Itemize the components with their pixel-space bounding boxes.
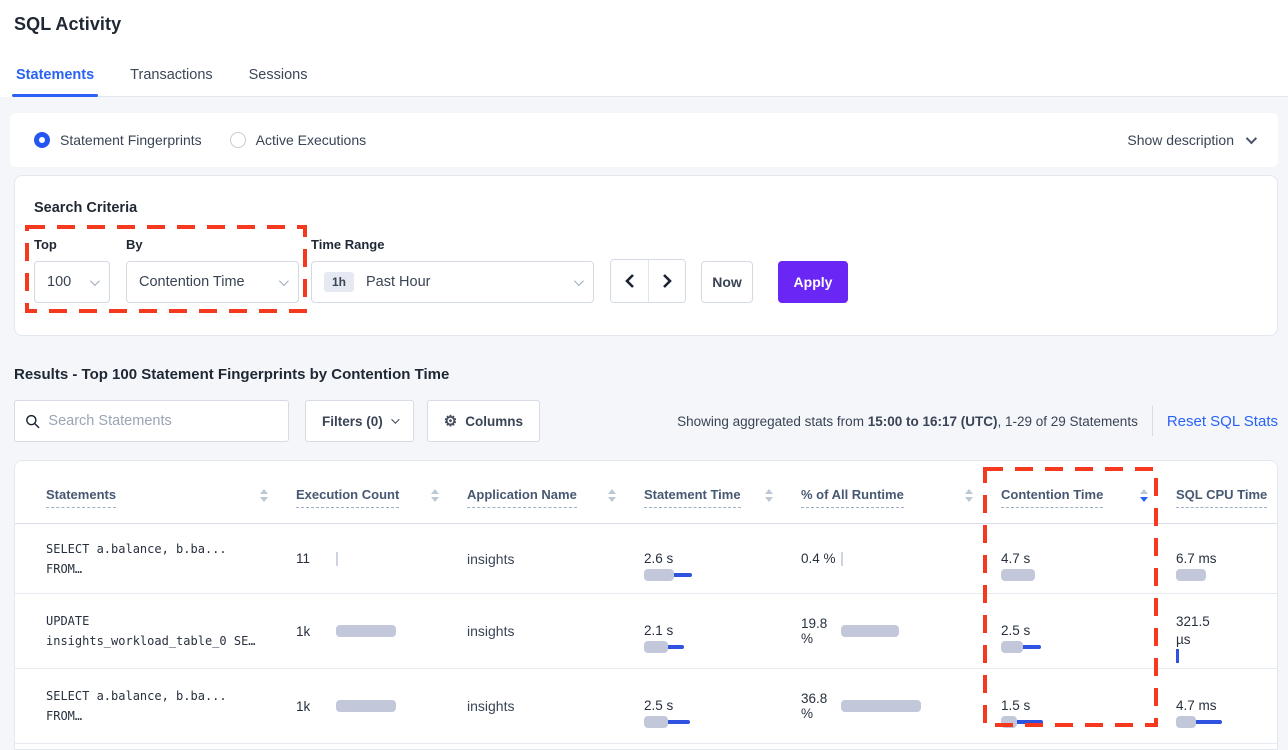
time-range-badge: 1h [324, 272, 355, 292]
by-label: By [126, 237, 143, 252]
statements-table: Statements Execution Count Application N… [14, 460, 1278, 750]
pct-runtime-cell: 19.8 % [801, 616, 1001, 646]
column-header-statements[interactable]: Statements [46, 487, 296, 508]
column-header-contention-time[interactable]: Contention Time [1001, 487, 1176, 508]
table-row: SELECT a.balance, b.ba... FROM… 11 insig… [15, 524, 1277, 594]
contention-time-cell: 1.5 s [1001, 697, 1176, 728]
aggregated-stats-text: Showing aggregated stats from 15:00 to 1… [677, 413, 1138, 429]
application-name-cell: insights [467, 623, 515, 639]
sort-icon[interactable] [765, 488, 773, 506]
show-description-label: Show description [1127, 132, 1234, 148]
column-header-sql-cpu-time[interactable]: SQL CPU Time [1176, 487, 1277, 508]
application-name-cell: insights [467, 550, 515, 567]
columns-button[interactable]: ⚙ Columns [426, 400, 540, 442]
application-name-cell: insights [467, 698, 515, 714]
sql-cpu-time-cell: 6.7 ms [1176, 550, 1277, 581]
reset-sql-stats-link[interactable]: Reset SQL Stats [1166, 412, 1278, 430]
chevron-down-icon [89, 275, 100, 286]
apply-button[interactable]: Apply [778, 261, 848, 303]
radio-statement-fingerprints[interactable]: Statement Fingerprints [34, 132, 202, 148]
by-select-value: Contention Time [139, 274, 245, 290]
chevron-right-icon [663, 274, 672, 288]
table-row: UPDATE insights_workload_table_0 SE… 1k … [15, 594, 1277, 669]
table-row: SELECT a.balance, b.ba... FROM… 1k insig… [15, 669, 1277, 744]
radio-unselected-icon [229, 132, 246, 148]
columns-label: Columns [465, 413, 523, 429]
tab-transactions[interactable]: Transactions [130, 67, 213, 83]
show-description-toggle[interactable]: Show description [1127, 132, 1258, 148]
search-criteria-card: Search Criteria Top 100 By Contention Ti… [14, 175, 1278, 336]
gear-icon: ⚙ [443, 412, 458, 430]
execution-count-cell: 1k [296, 699, 467, 714]
sort-icon[interactable] [260, 488, 268, 506]
sort-icon[interactable] [608, 488, 616, 506]
chevron-down-icon [278, 275, 289, 286]
pct-runtime-bar [841, 699, 1001, 713]
execution-count-cell: 11 [296, 551, 467, 566]
time-interval-nav [610, 259, 686, 303]
results-toolbar: Filters (0) ⚙ Columns Showing aggregated… [14, 400, 1278, 442]
chevron-down-icon [1245, 132, 1258, 145]
sort-icon[interactable] [965, 488, 973, 506]
sort-icon[interactable] [431, 488, 439, 506]
column-header-application-name[interactable]: Application Name [467, 487, 644, 508]
contention-time-cell: 2.5 s [1001, 622, 1176, 653]
sql-cpu-time-cell: 4.7 ms [1176, 697, 1277, 728]
chevron-down-icon [390, 415, 400, 424]
execution-count-cell: 1k [296, 624, 467, 639]
radio-label: Active Executions [255, 132, 367, 148]
tab-bar: Statements Transactions Sessions [11, 59, 1288, 97]
statement-link[interactable]: SELECT a.balance, b.ba... FROM… [46, 541, 227, 576]
chevron-down-icon [573, 275, 584, 286]
radio-active-executions[interactable]: Active Executions [229, 132, 367, 148]
filters-button[interactable]: Filters (0) [305, 400, 414, 442]
radio-selected-icon [34, 132, 50, 148]
time-range-value: Past Hour [366, 274, 431, 290]
top-select[interactable]: 100 [34, 261, 110, 303]
time-range-label: Time Range [311, 237, 385, 252]
sort-icon-active[interactable] [1140, 488, 1148, 506]
statement-time-cell: 2.6 s [644, 550, 801, 581]
search-icon [26, 414, 40, 428]
divider [1151, 406, 1153, 436]
next-interval-button[interactable] [648, 260, 685, 302]
prev-interval-button[interactable] [611, 260, 648, 302]
page-header: SQL Activity Statements Transactions Ses… [0, 0, 1288, 97]
pct-runtime-cell: 36.8 % [801, 691, 1001, 721]
statement-time-cell: 2.1 s [644, 622, 801, 653]
time-range-select[interactable]: 1h Past Hour [311, 261, 594, 303]
pct-runtime-cell: 0.4 % [801, 551, 1001, 566]
pct-runtime-bar [841, 551, 1001, 566]
by-select[interactable]: Contention Time [126, 261, 299, 303]
search-statements-box[interactable] [14, 400, 289, 442]
column-header-statement-time[interactable]: Statement Time [644, 487, 801, 508]
column-header-pct-runtime[interactable]: % of All Runtime [801, 487, 1001, 508]
table-header-row: Statements Execution Count Application N… [15, 461, 1277, 524]
sql-cpu-time-cell: 321.5 µs [1176, 613, 1277, 663]
execution-count-bar [336, 624, 467, 638]
radio-label: Statement Fingerprints [60, 132, 202, 148]
column-header-execution-count[interactable]: Execution Count [296, 487, 467, 508]
search-statements-input[interactable] [48, 413, 278, 429]
tab-sessions[interactable]: Sessions [248, 67, 308, 83]
pct-runtime-bar [841, 624, 1001, 638]
statement-link[interactable]: UPDATE insights_workload_table_0 SE… [46, 614, 256, 648]
statement-time-cell: 2.5 s [644, 697, 801, 728]
execution-count-bar [336, 699, 467, 713]
now-button[interactable]: Now [701, 261, 753, 303]
execution-count-bar [336, 551, 467, 566]
page-title: SQL Activity [14, 14, 122, 34]
view-toggle-card: Statement Fingerprints Active Executions… [10, 113, 1278, 167]
statement-link[interactable]: SELECT a.balance, b.ba... FROM… [46, 689, 227, 723]
results-heading: Results - Top 100 Statement Fingerprints… [14, 366, 450, 383]
search-criteria-heading: Search Criteria [34, 200, 138, 216]
tab-statements[interactable]: Statements [11, 59, 99, 97]
top-select-value: 100 [47, 274, 72, 290]
chevron-left-icon [624, 274, 634, 288]
filters-label: Filters (0) [322, 413, 383, 429]
contention-time-cell: 4.7 s [1001, 550, 1176, 581]
top-label: Top [34, 237, 57, 252]
